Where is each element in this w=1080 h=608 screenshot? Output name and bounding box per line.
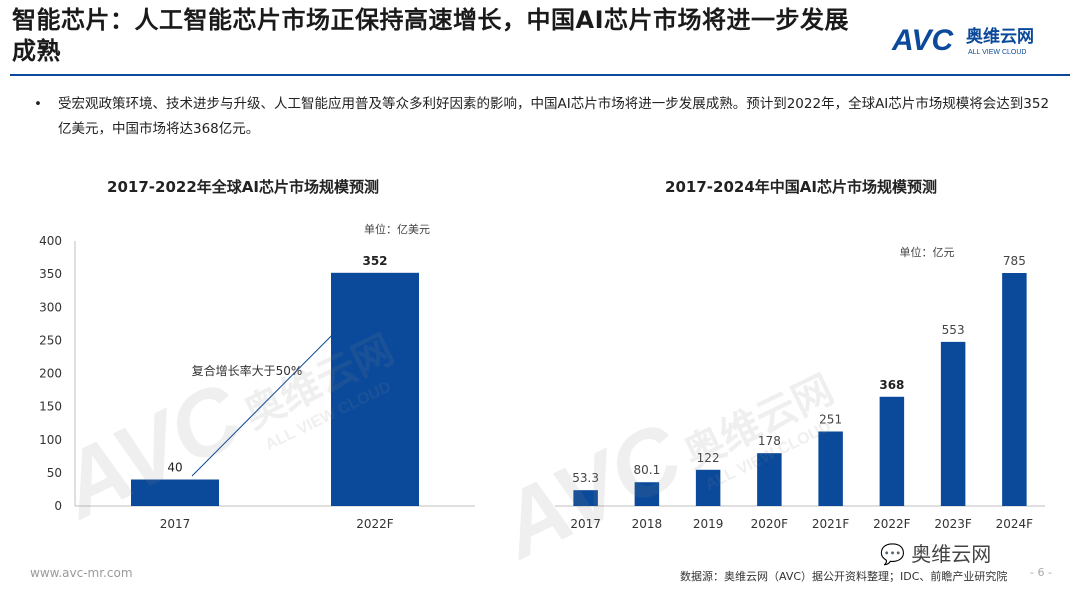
brand-logo: AVC 奥维云网 ALL VIEW CLOUD	[890, 18, 1070, 62]
x-tick-label: 2021F	[812, 517, 850, 531]
wechat-label: 奥维云网	[911, 542, 992, 566]
chart-title: 2017-2022年全球AI芯片市场规模预测	[107, 178, 379, 196]
x-tick-label: 2018	[632, 517, 663, 531]
bar	[1002, 273, 1027, 506]
value-label: 40	[167, 461, 182, 475]
brand-en-text: ALL VIEW CLOUD	[968, 49, 1026, 56]
wechat-icon: 💬	[880, 542, 905, 566]
bars	[573, 273, 1027, 506]
y-tick-label: 400	[39, 234, 62, 248]
x-tick-labels: 2017 2018 2019 2020F 2021F 2022F 2023F 2024F	[570, 517, 1033, 531]
x-tick-label: 2017	[570, 517, 601, 531]
global-ai-chip-chart: 2017-2022年全球AI芯片市场规模预测 单位：亿美元 0 50 100 150 2…	[39, 178, 475, 531]
value-label: 80.1	[634, 463, 661, 477]
wechat-badge: 💬 奥维云网	[880, 538, 991, 567]
x-tick-label: 2023F	[934, 517, 972, 531]
x-tick-labels: 2017 2022F	[160, 517, 394, 531]
bar	[879, 396, 905, 506]
x-tick-label: 2019	[693, 517, 724, 531]
y-tick-label: 150	[39, 400, 62, 414]
value-label: 178	[758, 434, 781, 448]
growth-arrow	[191, 310, 357, 477]
value-label: 251	[819, 412, 842, 426]
x-tick-label: 2017	[160, 517, 191, 531]
value-label: 352	[362, 254, 387, 268]
y-tick-label: 50	[47, 466, 62, 480]
bar	[131, 479, 219, 506]
x-tick-label: 2024F	[996, 517, 1034, 531]
chart-unit-label: 单位：亿元	[900, 245, 955, 259]
brand-cn-text: 奥维云网	[966, 26, 1034, 47]
bars	[131, 272, 419, 506]
growth-annotation: 复合增长率大于50%	[192, 363, 303, 378]
value-label: 553	[942, 323, 965, 337]
x-tick-label: 2022F	[356, 517, 394, 531]
chart-title: 2017-2024年中国AI芯片市场规模预测	[665, 178, 937, 196]
bar	[940, 341, 966, 506]
bullet-marker: •	[34, 96, 42, 112]
y-tick-label: 200	[39, 367, 62, 381]
bar	[757, 453, 782, 506]
bullet-text: 受宏观政策环境、技术进步与升级、人工智能应用普及等众多利好因素的影响，中国AI芯…	[58, 96, 1050, 137]
y-tick-label: 300	[39, 300, 62, 314]
value-label: 53.3	[572, 471, 599, 485]
value-label: 122	[697, 451, 720, 465]
title-divider	[10, 74, 1070, 76]
y-tick-label: 100	[39, 433, 62, 447]
y-tick-label: 250	[39, 333, 62, 347]
value-label: 368	[879, 378, 904, 392]
value-labels: 53.3 80.1 122 178 251 368 553 785	[572, 254, 1026, 485]
y-tick-labels: 0 50 100 150 200 250 300 350 400	[39, 234, 62, 513]
china-ai-chip-chart: 2017-2024年中国AI芯片市场规模预测 单位：亿元 53.3 80.1 122…	[555, 178, 1045, 531]
source-note: 数据源：奥维云网（AVC）据公开资料整理；IDC、前瞻产业研究院	[680, 570, 1008, 583]
bar	[331, 272, 419, 506]
bar	[818, 431, 843, 506]
y-tick-label: 0	[54, 499, 62, 513]
brand-logo-text: AVC	[891, 24, 954, 57]
x-tick-label: 2020F	[751, 517, 789, 531]
bar	[573, 490, 598, 506]
slide-title: 智能芯片：人工智能芯片市场正保持高速增长，中国AI芯片市场将进一步发展成熟	[12, 6, 850, 65]
bar	[695, 469, 721, 506]
y-tick-label: 350	[39, 267, 62, 281]
value-label: 785	[1003, 254, 1026, 268]
chart-unit-label: 单位：亿美元	[364, 222, 430, 236]
bar	[634, 482, 660, 506]
x-tick-label: 2022F	[873, 517, 911, 531]
site-url: www.avc-mr.com	[30, 566, 133, 580]
avc-logo-icon: AVC 奥维云网 ALL VIEW CLOUD	[891, 24, 1034, 57]
page-number: - 6 -	[1030, 566, 1052, 579]
value-labels: 40 352	[167, 254, 387, 475]
